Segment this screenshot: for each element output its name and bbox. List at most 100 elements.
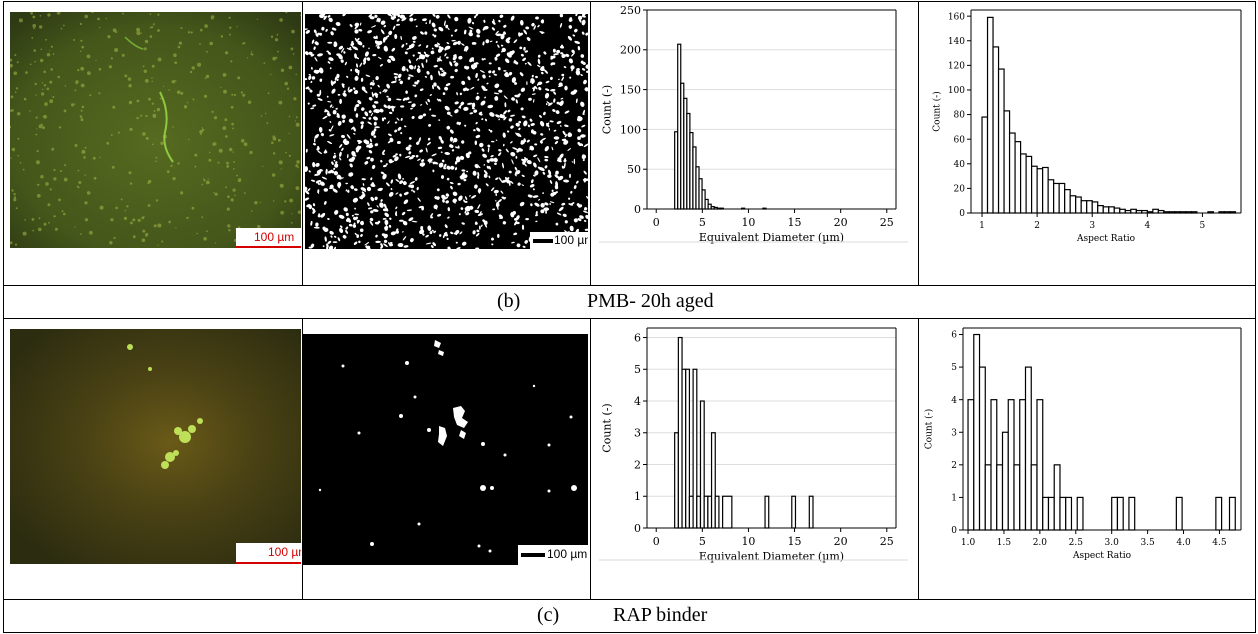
particle-blob xyxy=(455,241,458,244)
speckle xyxy=(175,227,177,229)
particle-blob xyxy=(454,160,458,165)
particle-blob xyxy=(526,139,530,143)
particle-blob xyxy=(409,156,414,160)
particle-blob xyxy=(440,151,443,153)
particle-blob xyxy=(463,199,466,202)
particle-blob xyxy=(351,126,355,130)
particle-blob xyxy=(364,51,369,57)
particle-blob xyxy=(571,52,575,57)
particle-blob xyxy=(374,14,378,18)
speckle xyxy=(49,188,52,191)
particle-blob xyxy=(383,203,387,209)
particle-blob xyxy=(445,200,449,204)
particle-blob xyxy=(582,178,587,181)
particle-blob xyxy=(510,15,515,21)
particle-blob xyxy=(370,112,374,117)
speckle xyxy=(124,209,127,212)
y-tick-label: 4 xyxy=(951,396,957,406)
particle-blob xyxy=(581,154,586,159)
particle-blob xyxy=(513,232,518,236)
particle-blob xyxy=(425,242,432,245)
particle-blob xyxy=(552,55,556,59)
speckle xyxy=(284,200,287,203)
speckle xyxy=(194,165,197,168)
particle-blob xyxy=(527,194,533,198)
particle-blob xyxy=(311,207,316,213)
particle-blob xyxy=(380,199,383,202)
particle-blob xyxy=(481,58,485,61)
particle-blob xyxy=(514,220,518,226)
particle-blob xyxy=(454,68,458,73)
particle-blob xyxy=(476,28,481,34)
speckle xyxy=(290,222,293,224)
particle-blob xyxy=(503,31,506,35)
speckle xyxy=(79,115,83,118)
particle-blob xyxy=(383,45,388,52)
particle-blob xyxy=(343,207,348,212)
particle-blob xyxy=(361,178,366,181)
speckle xyxy=(45,182,49,186)
speckle xyxy=(99,26,101,29)
particle-blob xyxy=(328,17,333,23)
particle-blob xyxy=(432,33,435,37)
particle-blob xyxy=(336,112,340,118)
particle-blob xyxy=(498,149,502,152)
speckle xyxy=(199,43,201,45)
particle-blob xyxy=(585,32,588,36)
speckle xyxy=(177,45,181,49)
y-tick-label: 140 xyxy=(948,37,965,47)
particle-blob xyxy=(352,197,359,203)
speckle xyxy=(157,13,160,16)
particle-blob xyxy=(544,158,549,162)
particle-blob xyxy=(445,193,450,197)
y-tick-label: 5 xyxy=(951,363,957,373)
particle-blob xyxy=(481,148,485,152)
speckle xyxy=(232,151,235,153)
particle-blob xyxy=(577,141,581,145)
particle-blob xyxy=(356,139,363,143)
particle-blob xyxy=(431,153,437,157)
speckle xyxy=(211,110,214,113)
speckle xyxy=(285,12,288,14)
particle-blob xyxy=(495,177,499,180)
particle-blob xyxy=(451,39,456,42)
particle-blob xyxy=(549,201,555,204)
particle-blob xyxy=(547,174,552,178)
particle-blob xyxy=(490,155,494,158)
speckle xyxy=(232,127,235,130)
particle-blob xyxy=(495,114,500,118)
particle-blob xyxy=(380,171,385,175)
particle-blob xyxy=(494,96,499,100)
particle-blob xyxy=(467,76,471,81)
particle-blob xyxy=(507,130,510,133)
speckle xyxy=(147,204,151,207)
particle-blob xyxy=(305,78,308,81)
particle-blob xyxy=(498,152,502,156)
speckle xyxy=(110,134,113,136)
particle-blob xyxy=(376,205,379,208)
particle-blob xyxy=(414,177,418,181)
particle-blob xyxy=(493,157,498,163)
particle-blob xyxy=(568,18,573,22)
particle-blob xyxy=(330,235,333,238)
speckle xyxy=(10,157,12,159)
particle-blob xyxy=(408,45,412,49)
y-tick-label: 0 xyxy=(634,203,641,216)
particle-blob xyxy=(381,233,387,237)
particle-blob xyxy=(515,99,518,104)
speckle xyxy=(13,196,17,199)
histogram-bar xyxy=(1128,496,1136,531)
particle-blob xyxy=(493,73,498,76)
particle-blob xyxy=(354,68,359,74)
particle-blob xyxy=(505,37,511,42)
speckle xyxy=(171,80,176,84)
particle-blob xyxy=(548,102,553,106)
particle-blob xyxy=(519,20,524,26)
particle-blob xyxy=(579,215,584,219)
particle-blob xyxy=(446,165,451,170)
speckle xyxy=(40,175,44,179)
particle-blob xyxy=(317,32,321,36)
particle-blob xyxy=(367,121,372,125)
speckle xyxy=(192,98,195,101)
particle-blob xyxy=(553,98,556,103)
